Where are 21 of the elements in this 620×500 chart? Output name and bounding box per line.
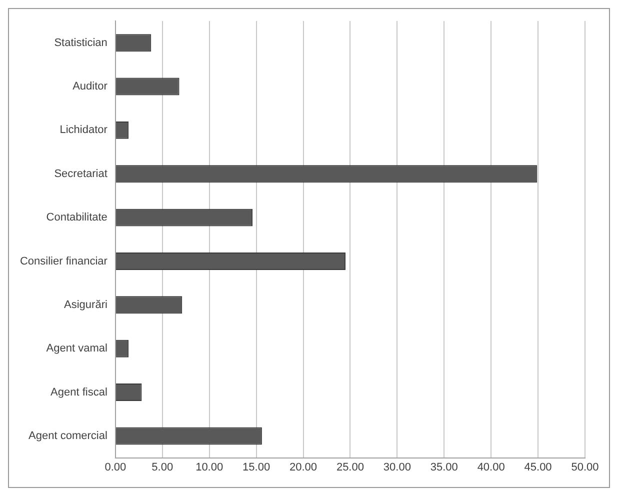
y-tick-label: Statistician xyxy=(54,36,108,49)
x-tick-label: 20.00 xyxy=(289,461,318,474)
y-tick-label: Agent fiscal xyxy=(50,386,108,398)
x-tick-label: 35.00 xyxy=(430,461,458,474)
x-tick-label: 0.00 xyxy=(104,461,126,474)
y-tick-label: Agent comercial xyxy=(28,430,108,442)
x-tick-label: 30.00 xyxy=(383,461,411,474)
x-tick-label: 5.00 xyxy=(152,461,174,474)
x-tick-label: 25.00 xyxy=(336,461,364,474)
x-tick-label: 40.00 xyxy=(477,461,505,474)
x-tick-label: 45.00 xyxy=(524,461,552,474)
y-tick-label: Consilier financiar xyxy=(20,255,108,268)
x-tick-label: 50.00 xyxy=(571,461,599,474)
y-tick-label: Contabilitate xyxy=(46,212,108,224)
y-tick-label: Auditor xyxy=(72,80,108,93)
y-tick-label: Secretariat xyxy=(54,168,108,180)
y-tick-label: Lichidator xyxy=(60,124,108,136)
x-tick-label: 15.00 xyxy=(242,461,270,474)
x-tick-label: 10.00 xyxy=(196,461,224,474)
y-tick-label: Agent vamal xyxy=(46,342,108,355)
y-tick-label: Asigurări xyxy=(64,298,108,311)
